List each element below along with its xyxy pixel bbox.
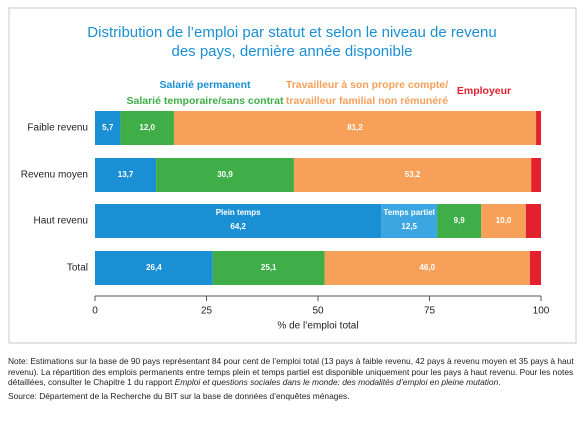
- bar-segment: [95, 204, 382, 238]
- chart-title: des pays, dernière année disponible: [171, 43, 412, 60]
- x-tick-label: 25: [201, 306, 213, 317]
- legend-label: Salarié temporaire/sans contrat: [127, 95, 284, 107]
- value-label: 81,2: [347, 123, 363, 132]
- bar-segment: [531, 158, 541, 192]
- value-label: 13,7: [118, 170, 134, 179]
- value-label: 5,7: [102, 123, 114, 132]
- value-label: 12,5: [401, 222, 417, 231]
- source: Source: Département de la Recherche du B…: [8, 390, 350, 401]
- bar-segment: [536, 111, 541, 145]
- bar-segment: [95, 158, 157, 192]
- notes: Note: Estimations sur la base de 90 pays…: [8, 356, 578, 404]
- note-text: Note: Estimations sur la base de 90 pays…: [8, 356, 574, 388]
- x-axis-title: % de l’emploi total: [277, 321, 358, 332]
- legend-label: Travailleur à son propre compte/travaill…: [286, 79, 448, 107]
- value-label: 64,2: [230, 222, 246, 231]
- y-tick-label: Total: [67, 263, 88, 274]
- bar-segment: [481, 204, 526, 238]
- y-tick-label: Faible revenu: [27, 123, 88, 134]
- value-label: 26,4: [146, 263, 162, 272]
- bar-segment: [529, 251, 541, 285]
- note-text: .: [498, 377, 501, 388]
- x-tick-label: 50: [312, 306, 324, 317]
- value-label: 12,0: [139, 123, 155, 132]
- bar-segment: [173, 111, 537, 145]
- bar-segment: [324, 251, 530, 285]
- note-title: Emploi et questions sociales dans le mon…: [174, 377, 499, 388]
- value-label: 53,2: [405, 170, 421, 179]
- y-tick-label: Haut revenu: [34, 216, 88, 227]
- y-tick-label: Revenu moyen: [21, 170, 88, 181]
- bar-segment: [156, 158, 294, 192]
- note: Note: Estimations sur la base de 90 pays…: [8, 356, 578, 388]
- segment-name: Temps partiel: [383, 208, 434, 217]
- frame: [8, 7, 577, 344]
- segment-name: Plein temps: [216, 208, 261, 217]
- x-tick-label: 0: [92, 306, 98, 317]
- chart: Distribution de l’emploi par statut et s…: [8, 7, 577, 344]
- value-label: 46,0: [419, 263, 435, 272]
- bar-segment: [212, 251, 325, 285]
- bar-segment: [437, 204, 482, 238]
- value-label: 25,1: [261, 263, 277, 272]
- legend-label: Employeur: [457, 85, 511, 97]
- bar-segment: [95, 111, 121, 145]
- bar-segment: [525, 204, 541, 238]
- bar-segment: [120, 111, 174, 145]
- value-label: 30,9: [217, 170, 233, 179]
- legend-line: Travailleur à son propre compte/: [286, 79, 448, 91]
- value-label: 10,0: [496, 216, 512, 225]
- chart-title: Distribution de l’emploi par statut et s…: [87, 24, 496, 41]
- value-label: 9,9: [454, 216, 466, 225]
- legend-line: travailleur familial non rémunéré: [286, 95, 448, 107]
- x-tick-label: 100: [533, 306, 550, 317]
- legend-label: Salarié permanent: [159, 79, 251, 91]
- bar-segment: [293, 158, 532, 192]
- bar-segment: [381, 204, 438, 238]
- bar-segment: [95, 251, 213, 285]
- x-tick-label: 75: [424, 306, 436, 317]
